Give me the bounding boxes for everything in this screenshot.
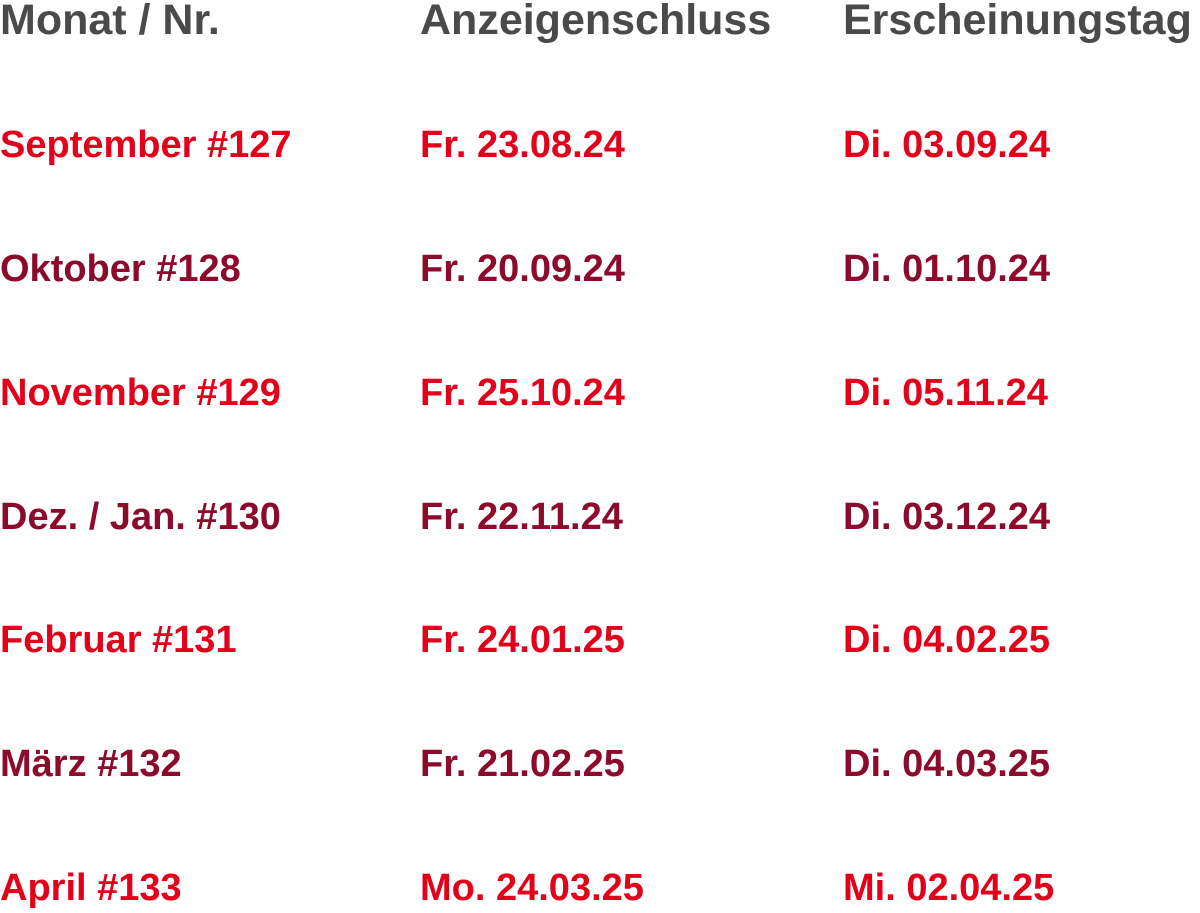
header-ad-deadline: Anzeigenschluss xyxy=(420,0,772,44)
cell-publication-date: Mi. 02.04.25 xyxy=(843,867,1055,909)
cell-publication-date: Di. 04.03.25 xyxy=(843,743,1051,785)
cell-publication-date: Di. 05.11.24 xyxy=(843,372,1048,414)
cell-month: September #127 xyxy=(0,124,292,166)
table-row: Oktober #128 Fr. 20.09.24 Di. 01.10.24 xyxy=(0,244,1200,294)
table-row: November #129 Fr. 25.10.24 Di. 05.11.24 xyxy=(0,368,1200,418)
cell-month: Dez. / Jan. #130 xyxy=(0,496,281,538)
table-row: September #127 Fr. 23.08.24 Di. 03.09.24 xyxy=(0,120,1200,170)
table-row: März #132 Fr. 21.02.25 Di. 04.03.25 xyxy=(0,739,1200,789)
cell-month: Februar #131 xyxy=(0,619,237,661)
cell-month: November #129 xyxy=(0,372,281,414)
table-row: April #133 Mo. 24.03.25 Mi. 02.04.25 xyxy=(0,863,1200,913)
cell-ad-deadline: Fr. 21.02.25 xyxy=(420,743,625,785)
cell-ad-deadline: Fr. 22.11.24 xyxy=(420,496,623,538)
table-row: Februar #131 Fr. 24.01.25 Di. 04.02.25 xyxy=(0,615,1200,665)
cell-ad-deadline: Mo. 24.03.25 xyxy=(420,867,644,909)
cell-ad-deadline: Fr. 23.08.24 xyxy=(420,124,625,166)
cell-publication-date: Di. 01.10.24 xyxy=(843,248,1051,290)
header-publication-date: Erscheinungstag xyxy=(843,0,1192,44)
header-month: Monat / Nr. xyxy=(0,0,220,44)
cell-publication-date: Di. 03.09.24 xyxy=(843,124,1051,166)
cell-publication-date: Di. 04.02.25 xyxy=(843,619,1051,661)
cell-ad-deadline: Fr. 24.01.25 xyxy=(420,619,625,661)
cell-month: März #132 xyxy=(0,743,182,785)
cell-month: April #133 xyxy=(0,867,182,909)
cell-publication-date: Di. 03.12.24 xyxy=(843,496,1051,538)
cell-ad-deadline: Fr. 20.09.24 xyxy=(420,248,625,290)
cell-month: Oktober #128 xyxy=(0,248,241,290)
table-header: Monat / Nr. Anzeigenschluss Erscheinungs… xyxy=(0,0,1200,45)
table-row: Dez. / Jan. #130 Fr. 22.11.24 Di. 03.12.24 xyxy=(0,492,1200,542)
cell-ad-deadline: Fr. 25.10.24 xyxy=(420,372,625,414)
